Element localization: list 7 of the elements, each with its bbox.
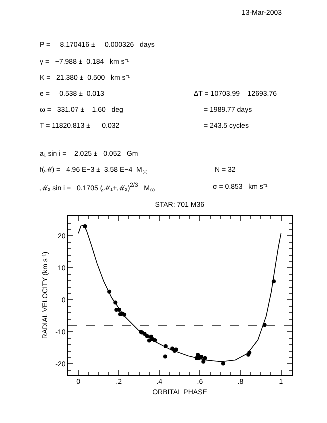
point [196,353,200,358]
point [200,355,204,360]
point [147,338,152,343]
point [202,360,206,364]
point [203,356,208,360]
point [221,362,226,366]
point [164,354,168,359]
